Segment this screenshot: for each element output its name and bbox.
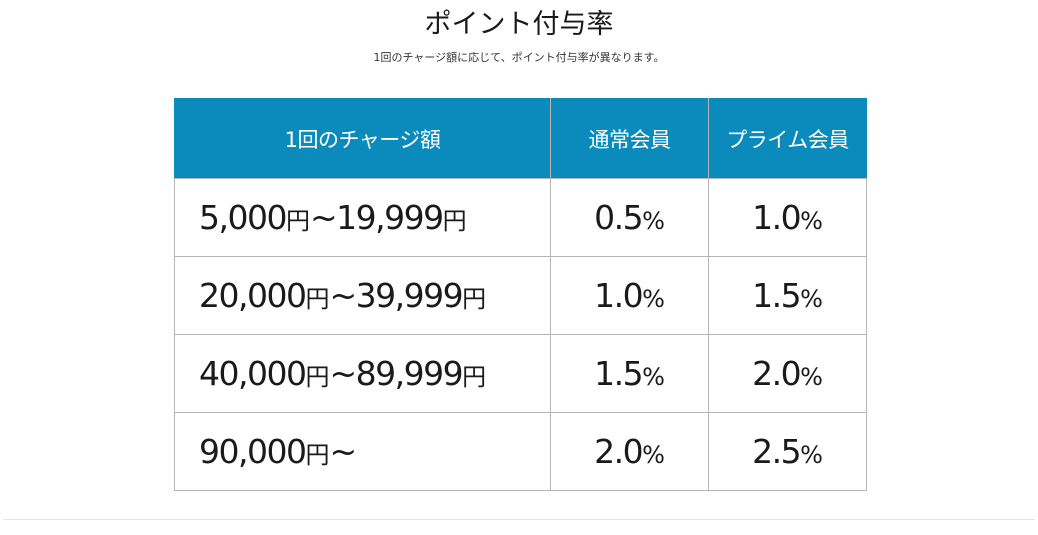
- yen-unit: 円: [305, 285, 330, 313]
- prime-rate-value: 2.0: [752, 354, 801, 393]
- header-normal-member: 通常会員: [550, 98, 709, 179]
- yen-unit: 円: [305, 363, 330, 391]
- percent-unit: %: [642, 285, 665, 313]
- percent-unit: %: [800, 363, 823, 391]
- range-from: 40,000: [199, 354, 307, 393]
- normal-rate-value: 1.0: [594, 276, 643, 315]
- range-from: 5,000: [199, 198, 287, 237]
- prime-rate-value: 1.0: [752, 198, 801, 237]
- normal-rate-cell: 2.0%: [550, 412, 709, 491]
- prime-rate-cell: 1.5%: [708, 256, 867, 335]
- range-tilde: ~: [329, 432, 357, 471]
- point-rate-table: 1回のチャージ額 通常会員 プライム会員 5,000円~19,999円 0.5%…: [174, 98, 867, 491]
- range-from: 20,000: [199, 276, 307, 315]
- prime-rate-cell: 2.5%: [708, 412, 867, 491]
- charge-range-cell: 90,000円~: [174, 412, 551, 491]
- range-tilde: ~: [329, 354, 357, 393]
- prime-rate-cell: 1.0%: [708, 178, 867, 257]
- table-row: 90,000円~ 2.0% 2.5%: [174, 412, 867, 491]
- normal-rate-value: 0.5: [594, 198, 643, 237]
- yen-unit: 円: [305, 441, 330, 469]
- yen-unit: 円: [462, 285, 487, 313]
- header-prime-member: プライム会員: [708, 98, 867, 179]
- range-tilde: ~: [309, 198, 338, 237]
- normal-rate-cell: 0.5%: [550, 178, 709, 257]
- table-row: 5,000円~19,999円 0.5% 1.0%: [174, 178, 867, 257]
- percent-unit: %: [800, 207, 823, 235]
- range-to: 19,999: [336, 198, 444, 237]
- charge-range-cell: 20,000円~39,999円: [174, 256, 551, 335]
- yen-unit: 円: [442, 207, 467, 235]
- charge-range-cell: 40,000円~89,999円: [174, 334, 551, 413]
- table-header-row: 1回のチャージ額 通常会員 プライム会員: [174, 98, 867, 179]
- range-to: 39,999: [355, 276, 464, 315]
- bottom-divider: [3, 519, 1035, 520]
- prime-rate-value: 2.5: [752, 432, 801, 471]
- percent-unit: %: [800, 285, 823, 313]
- percent-unit: %: [642, 363, 665, 391]
- normal-rate-value: 2.0: [594, 432, 643, 471]
- percent-unit: %: [800, 441, 823, 469]
- normal-rate-cell: 1.0%: [550, 256, 709, 335]
- normal-rate-cell: 1.5%: [550, 334, 709, 413]
- percent-unit: %: [642, 441, 665, 469]
- range-from: 90,000: [199, 432, 307, 471]
- normal-rate-value: 1.5: [594, 354, 643, 393]
- table-row: 20,000円~39,999円 1.0% 1.5%: [174, 256, 867, 335]
- charge-range-cell: 5,000円~19,999円: [174, 178, 551, 257]
- range-to: 89,999: [355, 354, 464, 393]
- prime-rate-value: 1.5: [752, 276, 801, 315]
- header-charge-amount: 1回のチャージ額: [174, 98, 551, 179]
- table-row: 40,000円~89,999円 1.5% 2.0%: [174, 334, 867, 413]
- page-title: ポイント付与率: [424, 9, 614, 40]
- page-subtitle: 1回のチャージ額に応じて、ポイント付与率が異なります。: [373, 51, 665, 64]
- yen-unit: 円: [462, 363, 487, 391]
- percent-unit: %: [642, 207, 665, 235]
- prime-rate-cell: 2.0%: [708, 334, 867, 413]
- yen-unit: 円: [285, 207, 310, 235]
- range-tilde: ~: [329, 276, 357, 315]
